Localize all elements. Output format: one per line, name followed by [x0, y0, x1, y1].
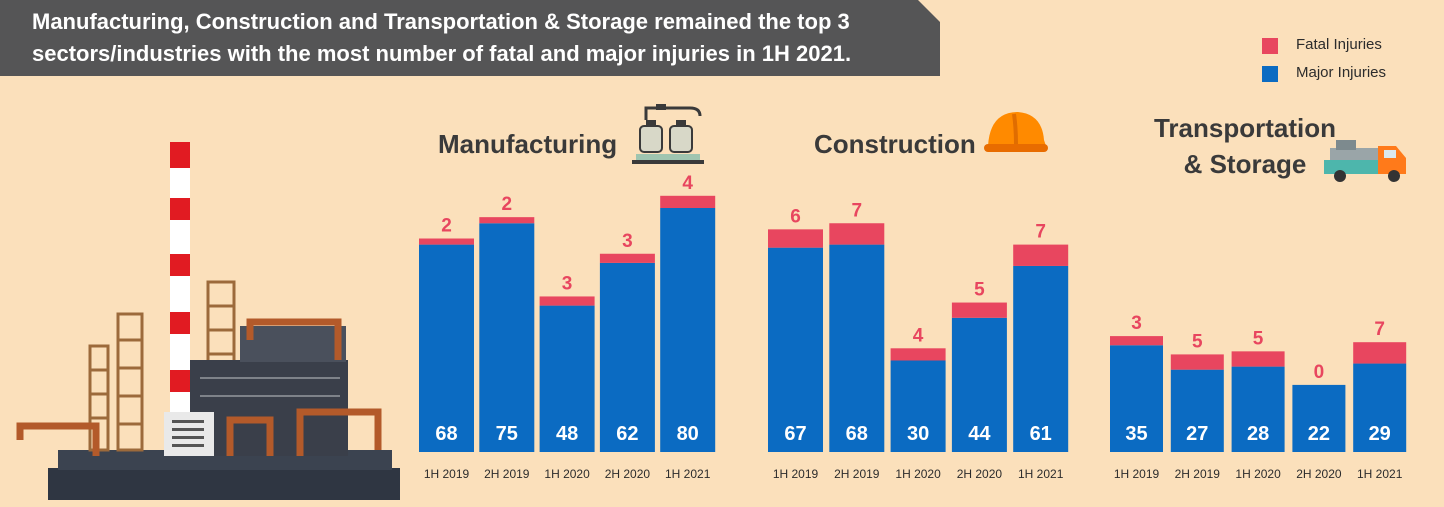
label-fatal-manufacturing-4: 4 [682, 173, 693, 194]
bar-major-construction-0 [768, 247, 823, 452]
bar-major-manufacturing-2 [539, 305, 595, 452]
label-major-construction-1: 68 [846, 423, 868, 445]
legend-swatch-fatal [1262, 38, 1278, 54]
category-label-transport-1: 2H 2019 [1175, 467, 1221, 481]
category-label-manufacturing-0: 1H 2019 [424, 467, 470, 481]
category-label-transport-3: 2H 2020 [1296, 467, 1342, 481]
bar-major-transport-4 [1353, 363, 1407, 452]
label-major-manufacturing-3: 62 [616, 423, 638, 445]
category-label-construction-1: 2H 2019 [834, 467, 880, 481]
sector-title-manufacturing: Manufacturing [438, 129, 618, 159]
label-fatal-manufacturing-1: 2 [502, 194, 513, 215]
label-major-construction-2: 30 [907, 423, 929, 445]
bar-major-manufacturing-0 [419, 244, 474, 452]
label-major-construction-4: 61 [1030, 423, 1052, 445]
label-major-transport-4: 29 [1369, 423, 1391, 445]
bar-fatal-manufacturing-4 [660, 195, 716, 208]
category-label-transport-4: 1H 2021 [1357, 467, 1403, 481]
bar-major-construction-2 [890, 360, 946, 452]
category-label-manufacturing-4: 1H 2021 [665, 467, 711, 481]
label-major-manufacturing-4: 80 [677, 423, 699, 445]
bar-major-manufacturing-4 [660, 208, 716, 452]
label-major-construction-0: 67 [784, 423, 806, 445]
label-fatal-construction-2: 4 [913, 325, 924, 346]
bar-fatal-construction-0 [768, 229, 823, 248]
label-major-construction-3: 44 [968, 423, 991, 445]
sector-title-transport: Transportation & Storage [1150, 110, 1340, 182]
truck-icon [1324, 140, 1406, 182]
bar-fatal-construction-3 [951, 302, 1007, 318]
bar-major-transport-3 [1292, 384, 1346, 452]
label-fatal-construction-3: 5 [974, 280, 985, 301]
label-fatal-construction-4: 7 [1035, 222, 1046, 243]
bottling-machine-icon [632, 104, 704, 164]
bar-fatal-transport-4 [1353, 342, 1407, 364]
category-label-construction-2: 1H 2020 [895, 467, 941, 481]
label-fatal-manufacturing-3: 3 [622, 231, 633, 252]
label-major-transport-2: 28 [1247, 423, 1269, 445]
category-label-construction-4: 1H 2021 [1018, 467, 1064, 481]
label-major-transport-0: 35 [1125, 423, 1147, 445]
label-fatal-manufacturing-0: 2 [441, 216, 452, 237]
bar-major-manufacturing-3 [599, 262, 655, 452]
category-label-construction-3: 2H 2020 [957, 467, 1003, 481]
category-label-construction-0: 1H 2019 [773, 467, 819, 481]
chart-transport: 35 3 1H 2019 27 5 2H 2019 28 5 1H 2020 22 0 2H 2020… [1110, 313, 1407, 481]
label-fatal-construction-1: 7 [852, 200, 863, 221]
label-fatal-manufacturing-2: 3 [562, 273, 573, 294]
label-fatal-transport-0: 3 [1131, 313, 1142, 334]
category-label-transport-0: 1H 2019 [1114, 467, 1160, 481]
label-major-transport-3: 22 [1308, 423, 1330, 445]
sector-title-transport-line2: & Storage [1183, 149, 1307, 179]
bar-major-construction-3 [951, 317, 1007, 452]
bar-major-transport-0 [1110, 345, 1163, 452]
label-major-manufacturing-1: 75 [496, 423, 518, 445]
bar-fatal-transport-2 [1231, 351, 1285, 367]
bar-major-manufacturing-1 [479, 223, 535, 452]
bar-fatal-transport-1 [1170, 354, 1224, 370]
label-fatal-transport-3: 0 [1314, 362, 1325, 383]
label-major-transport-1: 27 [1186, 423, 1208, 445]
bar-major-transport-2 [1231, 366, 1285, 452]
headline: Manufacturing, Construction and Transpor… [32, 9, 852, 66]
label-fatal-transport-1: 5 [1192, 331, 1203, 352]
category-label-manufacturing-3: 2H 2020 [605, 467, 651, 481]
chart-construction: 67 6 1H 2019 68 7 2H 2019 30 4 1H 2020 44 5 2H 2020… [768, 200, 1069, 481]
bar-fatal-manufacturing-1 [479, 217, 535, 224]
sector-title-transport-line1: Transportation [1153, 113, 1336, 143]
bar-fatal-construction-4 [1013, 244, 1069, 266]
legend-label-major: Major Injuries [1296, 64, 1387, 81]
bar-major-transport-1 [1170, 369, 1224, 452]
label-major-manufacturing-2: 48 [556, 423, 578, 445]
category-label-manufacturing-1: 2H 2019 [484, 467, 530, 481]
legend-swatch-major [1262, 66, 1278, 82]
bar-fatal-construction-1 [829, 223, 885, 245]
legend-label-fatal: Fatal Injuries [1296, 36, 1382, 53]
hard-hat-icon [984, 112, 1048, 152]
bar-fatal-manufacturing-3 [599, 253, 655, 263]
sector-title-construction: Construction [814, 129, 976, 159]
label-fatal-transport-4: 7 [1374, 319, 1385, 340]
bar-major-construction-4 [1013, 265, 1069, 452]
factory-illustration [16, 142, 400, 500]
bar-fatal-manufacturing-2 [539, 296, 595, 306]
bar-fatal-manufacturing-0 [419, 238, 474, 245]
category-label-transport-2: 1H 2020 [1235, 467, 1281, 481]
label-major-manufacturing-0: 68 [435, 423, 457, 445]
label-fatal-construction-0: 6 [790, 206, 801, 227]
chart-manufacturing: 68 2 1H 2019 75 2 2H 2019 48 3 1H 2020 62 3 2H 2020… [419, 173, 716, 481]
category-label-manufacturing-2: 1H 2020 [544, 467, 590, 481]
label-fatal-transport-2: 5 [1253, 328, 1264, 349]
bar-fatal-transport-0 [1110, 336, 1163, 346]
headline-banner [0, 0, 940, 76]
bar-major-construction-1 [829, 244, 885, 452]
bar-fatal-construction-2 [890, 348, 946, 361]
